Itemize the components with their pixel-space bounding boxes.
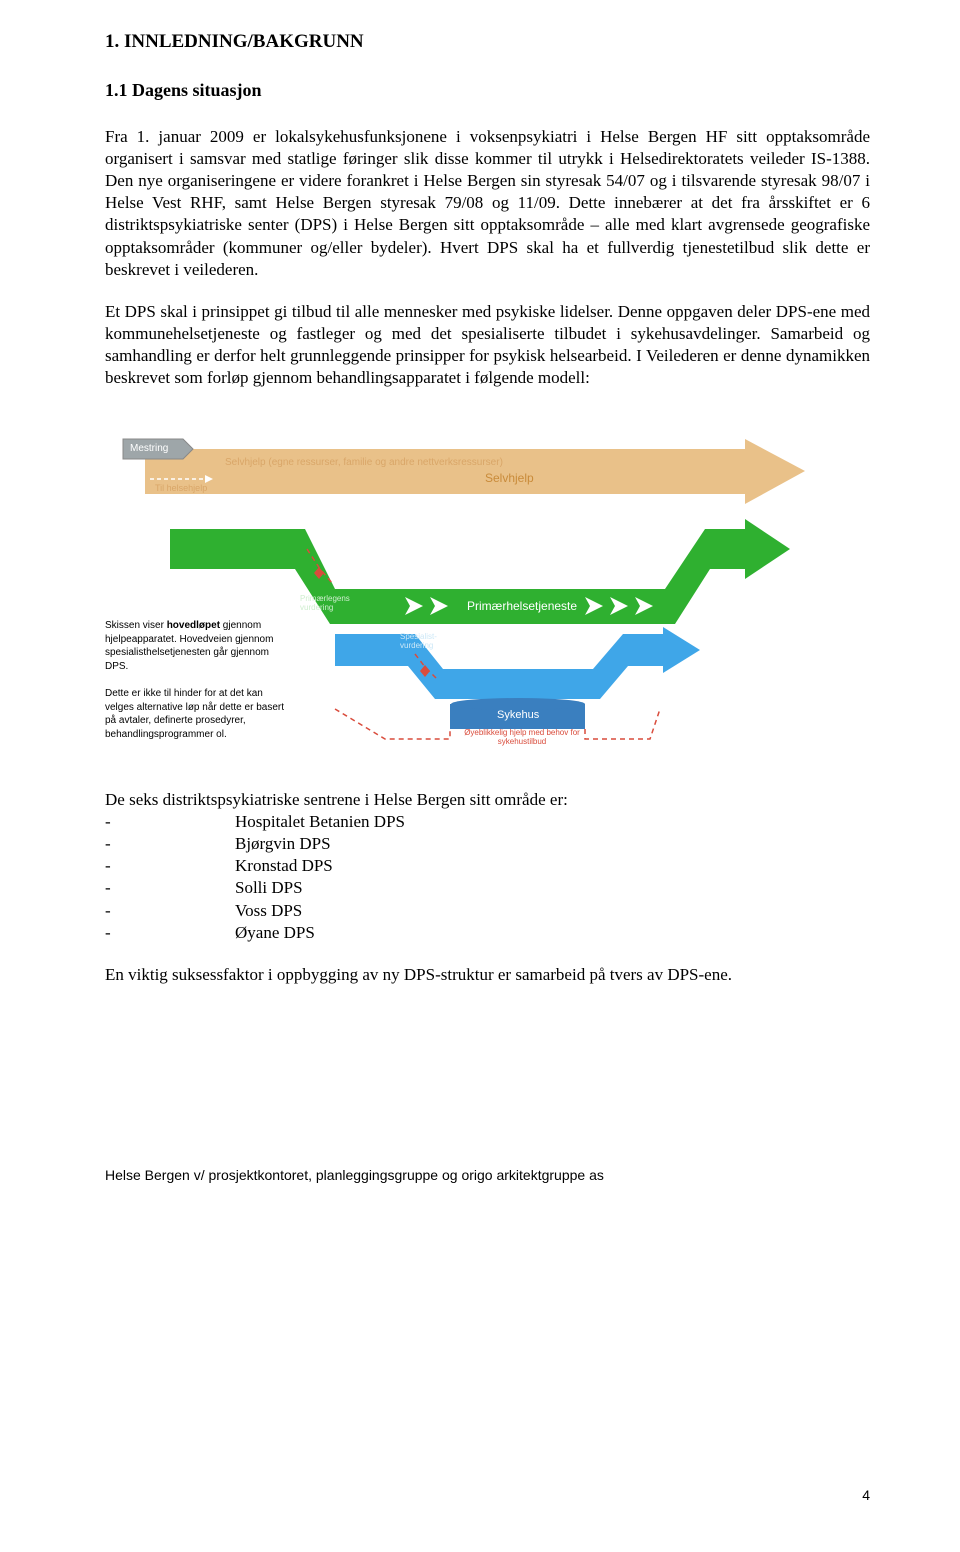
- label-primlegens: Primærlegens vurdering: [300, 595, 358, 613]
- paragraph-1: Fra 1. januar 2009 er lokalsykehusfunksj…: [105, 126, 870, 281]
- list-dash: -: [105, 900, 235, 922]
- page-number: 4: [862, 1486, 870, 1504]
- list-item-text: Kronstad DPS: [235, 855, 333, 877]
- paragraph-3: En viktig suksessfaktor i oppbygging av …: [105, 964, 870, 986]
- list-dash: -: [105, 833, 235, 855]
- footer-text: Helse Bergen v/ prosjektkontoret, planle…: [105, 1166, 870, 1184]
- list-dash: -: [105, 855, 235, 877]
- label-selvhjelp-top: Selvhjelp (egne ressurser, familie og an…: [225, 456, 503, 469]
- diagram-caption-2: Dette er ikke til hinder for at det kan …: [105, 687, 325, 741]
- list-item: -Bjørgvin DPS: [105, 833, 870, 855]
- label-selvhjelp: Selvhjelp: [485, 471, 534, 487]
- list-item: -Kronstad DPS: [105, 855, 870, 877]
- subheading-dagens-situasjon: 1.1 Dagens situasjon: [105, 79, 870, 102]
- label-oyeblikk: Øyeblikkelig hjelp med behov for sykehus…: [457, 729, 587, 747]
- paragraph-2: Et DPS skal i prinsippet gi tilbud til a…: [105, 301, 870, 389]
- list-dash: -: [105, 877, 235, 899]
- label-sykehus: Sykehus: [497, 708, 539, 722]
- list-item-text: Solli DPS: [235, 877, 303, 899]
- list-item-text: Hospitalet Betanien DPS: [235, 811, 405, 833]
- diagram-caption-1: Skissen viser hovedløpet gjennom hjelpea…: [105, 619, 325, 673]
- dps-intro: De seks distriktspsykiatriske sentrene i…: [105, 789, 870, 811]
- label-mestring: Mestring: [130, 442, 168, 455]
- list-item-text: Bjørgvin DPS: [235, 833, 331, 855]
- label-primhelsetjeneste: Primærhelsetjeneste: [467, 599, 577, 615]
- list-item: -Solli DPS: [105, 877, 870, 899]
- dps-list-block: De seks distriktspsykiatriske sentrene i…: [105, 789, 870, 944]
- list-dash: -: [105, 922, 235, 944]
- label-til-helsehjelp: Til helsehjelp: [155, 483, 207, 495]
- flow-diagram: Mestring Selvhjelp (egne ressurser, fami…: [105, 409, 825, 749]
- list-dash: -: [105, 811, 235, 833]
- label-dps: DPS: [520, 643, 545, 659]
- list-item-text: Øyane DPS: [235, 922, 315, 944]
- list-item: -Voss DPS: [105, 900, 870, 922]
- list-item-text: Voss DPS: [235, 900, 302, 922]
- heading-innledning: 1. INNLEDNING/BAKGRUNN: [105, 30, 870, 55]
- label-spesialist: Spesialist-vurdering: [400, 633, 445, 651]
- list-item: -Hospitalet Betanien DPS: [105, 811, 870, 833]
- list-item: -Øyane DPS: [105, 922, 870, 944]
